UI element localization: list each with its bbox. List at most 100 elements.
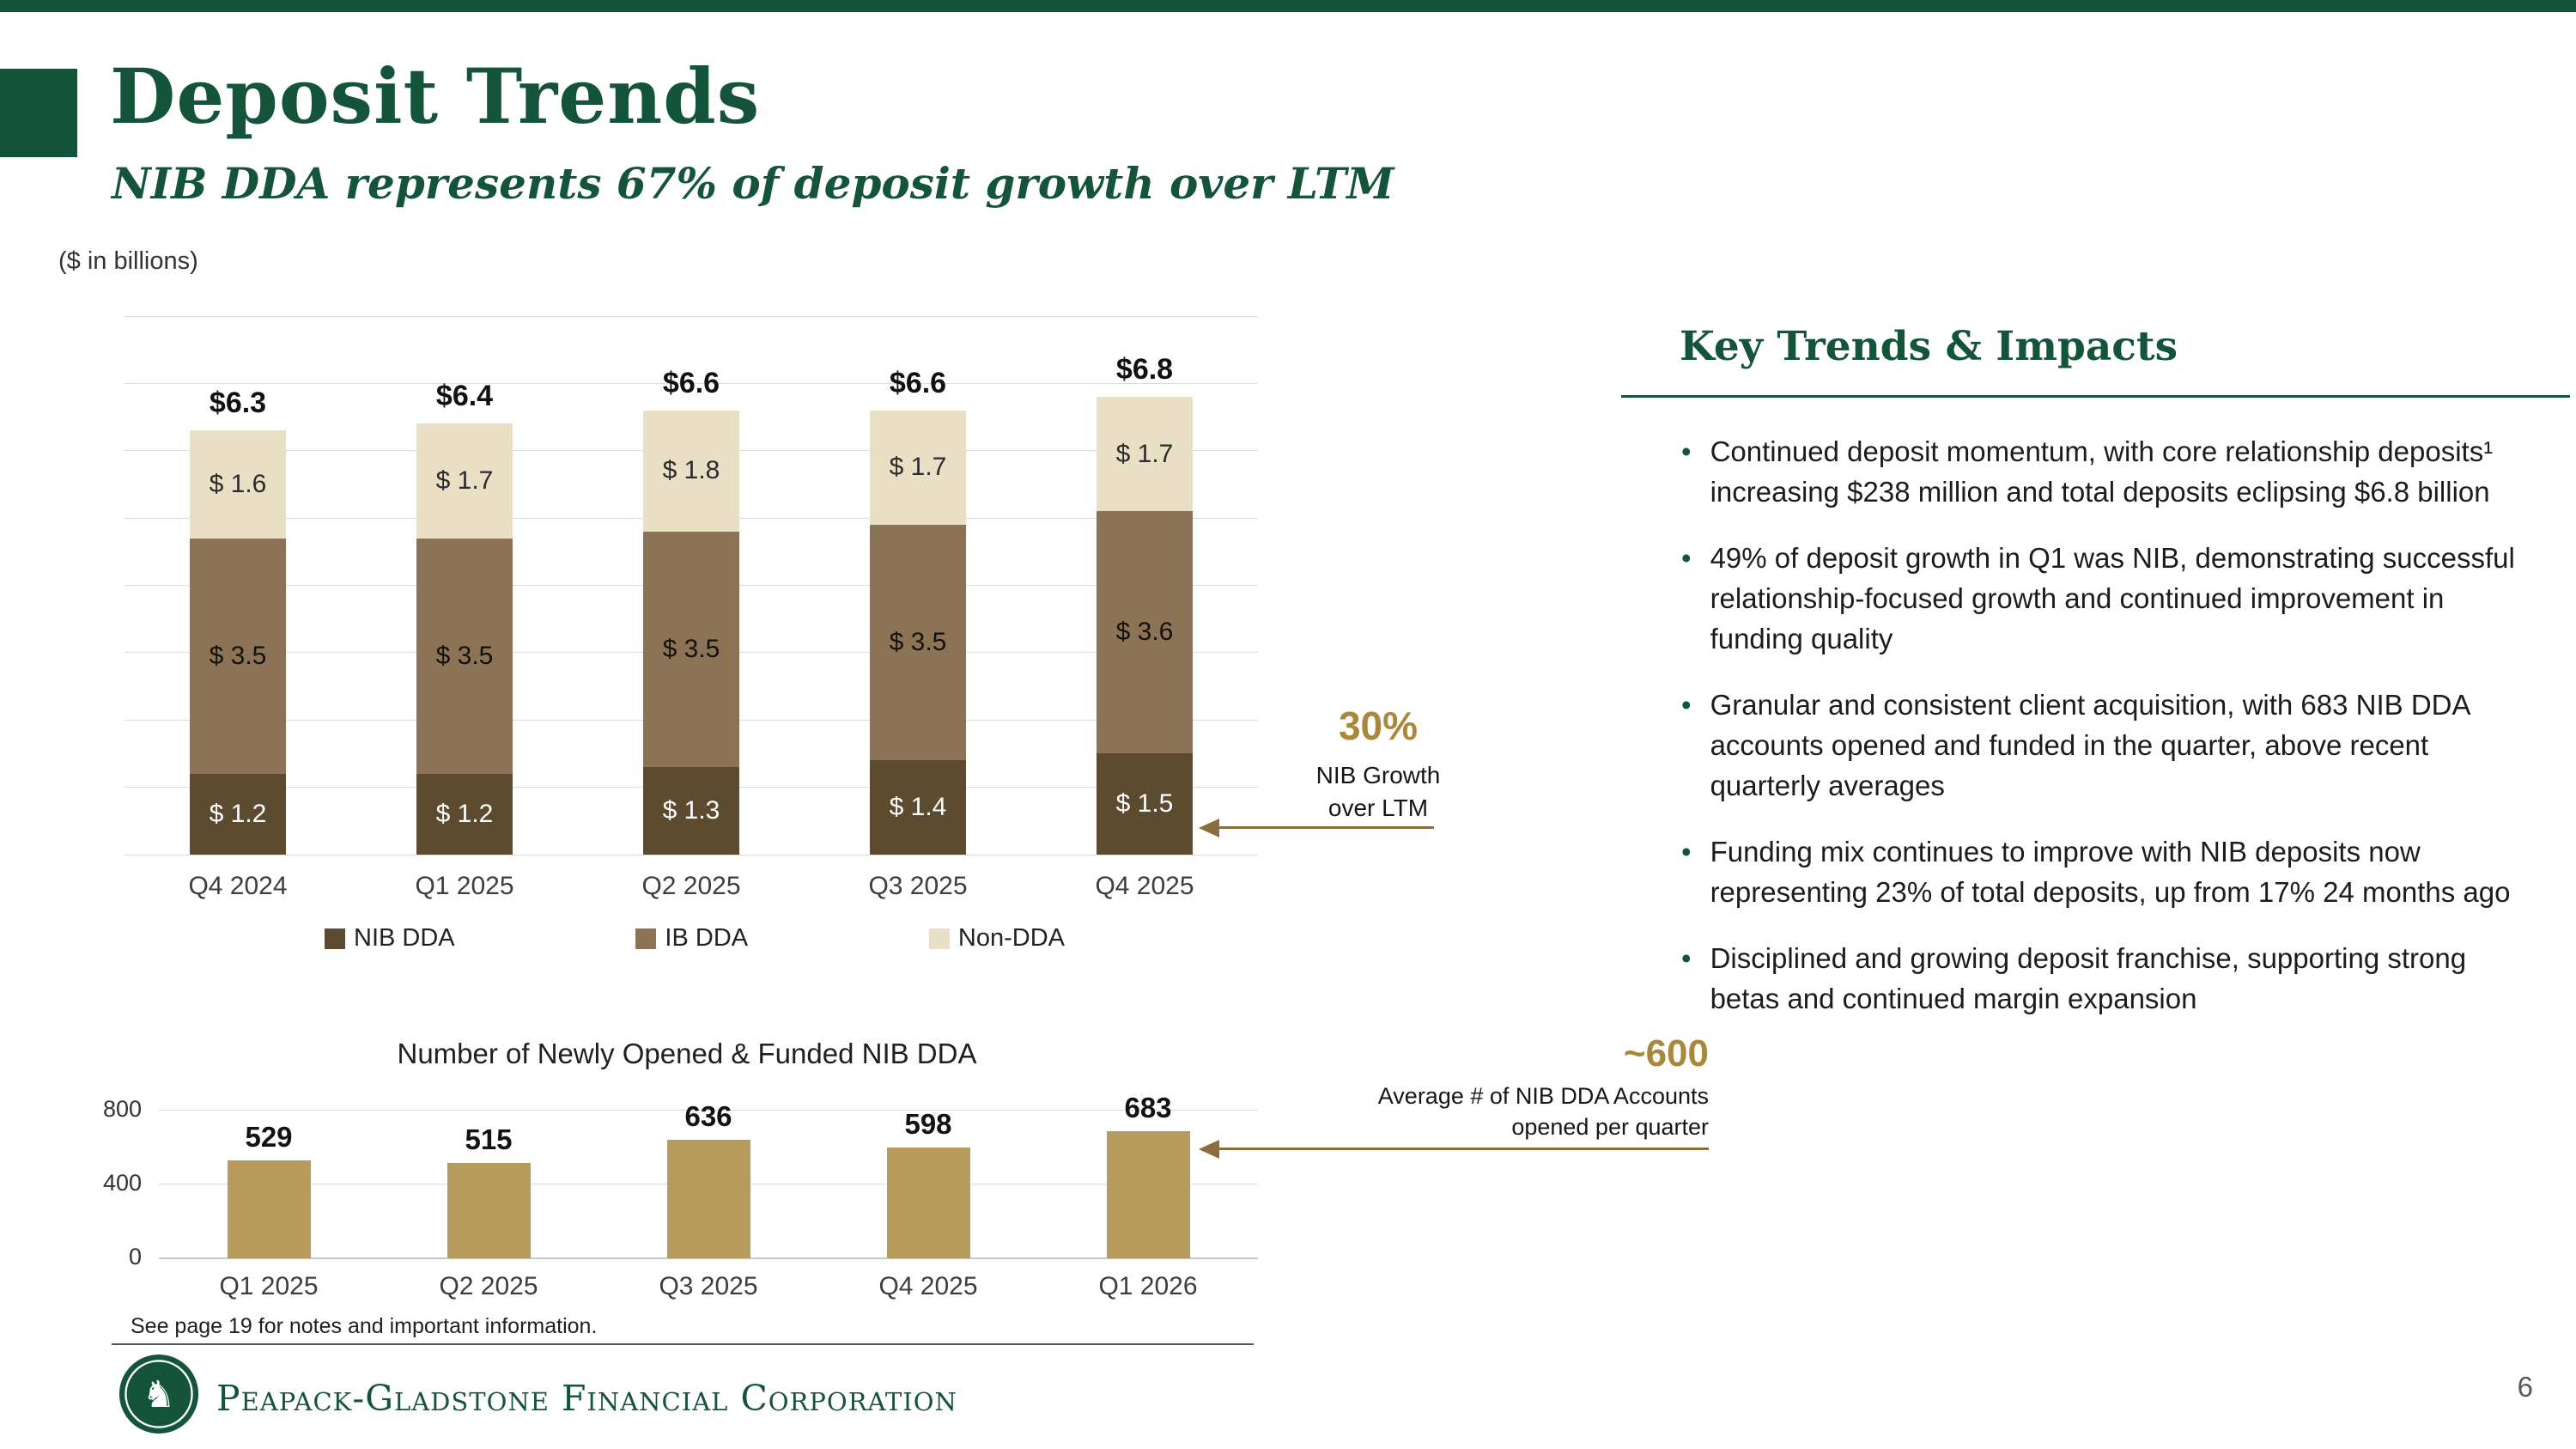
- bar-rect: [666, 1140, 750, 1258]
- avg-accounts-label: Average # of NIB DDA Accounts opened per…: [1288, 1081, 1709, 1142]
- x-axis-label: Q1 2026: [1098, 1272, 1198, 1300]
- bar-segment-ib-dda: $ 3.6: [1097, 511, 1193, 754]
- bar-rect: [886, 1147, 970, 1258]
- bar-total-label: $6.8: [1115, 353, 1174, 387]
- annotation-line-2: opened per quarter: [1511, 1114, 1709, 1140]
- stacked-bar-q3-2025: $ 1.4 $ 3.5 $ 1.7 $6.6 Q3 2025: [868, 367, 967, 900]
- bar-segment-nib-dda: $ 1.4: [870, 760, 966, 855]
- nib-growth-arrow-line: [1219, 826, 1434, 829]
- nib-dda-accounts-chart: 529 Q1 2025 515 Q2 2025 636 Q3 2025 598 Q4 2025…: [159, 1092, 1258, 1300]
- y-tick-0: 0: [128, 1244, 142, 1269]
- page-number: 6: [2517, 1371, 2533, 1403]
- bar-value-label: 529: [245, 1120, 293, 1153]
- nib-growth-value: 30%: [1338, 703, 1419, 748]
- avg-accounts-arrow-icon: [1199, 1140, 1219, 1159]
- x-axis-label: Q1 2025: [219, 1272, 319, 1300]
- footer-divider: [112, 1343, 1254, 1345]
- nib-growth-arrow-icon: [1199, 819, 1219, 837]
- bar-segment-ib-dda: $ 3.5: [643, 531, 739, 768]
- bar-total-label: $6.6: [889, 366, 947, 399]
- title-accent-square: [0, 69, 77, 157]
- segment-value-label: $ 3.5: [209, 641, 267, 670]
- bar-segment-nib-dda: $ 1.5: [1097, 753, 1193, 855]
- segment-value-label: $ 1.3: [662, 796, 720, 825]
- key-trend-bullet: • Disciplined and growing deposit franchi…: [1681, 938, 2527, 1019]
- key-trend-bullet: • 49% of deposit growth in Q1 was NIB, de…: [1681, 538, 2527, 659]
- segment-value-label: $ 3.5: [662, 634, 720, 663]
- bullet-icon: •: [1681, 435, 1692, 467]
- segment-value-label: $ 3.6: [1115, 618, 1174, 647]
- bar-value-label: 515: [465, 1123, 513, 1155]
- annotation-line-1: Average # of NIB DDA Accounts: [1377, 1083, 1709, 1109]
- avg-accounts-arrow-line: [1219, 1148, 1709, 1150]
- y-tick-800: 800: [102, 1096, 142, 1122]
- bar-segment-ib-dda: $ 3.5: [190, 538, 286, 774]
- x-axis-label: Q4 2024: [188, 872, 288, 900]
- bullet-text: Funding mix continues to improve with NI…: [1710, 836, 2511, 908]
- nib-growth-label: NIB Growth over LTM: [1262, 759, 1494, 825]
- bullet-text: Continued deposit momentum, with core re…: [1710, 435, 2494, 508]
- key-trend-bullet: • Funding mix continues to improve with N…: [1681, 831, 2527, 912]
- bar-segment-nib-dda: $ 1.3: [643, 767, 739, 855]
- legend-swatch-non-dda: [928, 928, 950, 949]
- legend-item-non-dda: Non-DDA: [928, 924, 1065, 953]
- bullet-text: Disciplined and growing deposit franchis…: [1710, 942, 2467, 1014]
- bar-segment-nib-dda: $ 1.2: [416, 773, 513, 855]
- segment-value-label: $ 1.7: [1115, 439, 1174, 468]
- legend-item-ib-dda: IB DDA: [635, 924, 748, 953]
- key-trend-bullet: • Continued deposit momentum, with core r…: [1681, 431, 2527, 512]
- top-accent-bar: [0, 0, 2576, 12]
- segment-value-label: $ 3.5: [889, 628, 947, 657]
- bar-segment-ib-dda: $ 3.5: [870, 524, 966, 761]
- legend-item-nib-dda: NIB DDA: [325, 924, 455, 953]
- bar-segment-non-dda: $ 1.7: [1097, 397, 1193, 512]
- x-axis-label: Q3 2025: [868, 872, 968, 900]
- segment-value-label: $ 1.7: [889, 453, 947, 482]
- bar-segment-ib-dda: $ 3.5: [416, 538, 513, 774]
- annotation-line-2: over LTM: [1327, 795, 1429, 821]
- stacked-bar-q4-2025: $ 1.5 $ 3.6 $ 1.7 $6.8 Q4 2025: [1095, 353, 1194, 900]
- bar-segment-non-dda: $ 1.8: [643, 410, 739, 532]
- stacked-bar-q4-2024: $ 1.2 $ 3.5 $ 1.6 $6.3 Q4 2024: [188, 387, 287, 900]
- bullet-icon: •: [1681, 836, 1692, 868]
- page-subtitle: NIB DDA represents 67% of deposit growth…: [112, 158, 1394, 209]
- bar-segment-non-dda: $ 1.7: [870, 410, 966, 525]
- legend-swatch-ib-dda: [635, 928, 657, 949]
- segment-value-label: $ 1.2: [209, 799, 267, 828]
- bar-rect: [227, 1160, 311, 1258]
- bar-value-label: 598: [904, 1107, 952, 1140]
- bar-segment-nib-dda: $ 1.2: [190, 773, 286, 855]
- bullet-icon: •: [1681, 689, 1692, 721]
- avg-accounts-value: ~600: [1623, 1032, 1709, 1075]
- gridline: [125, 382, 1258, 384]
- x-axis-label: Q2 2025: [641, 872, 741, 900]
- x-axis-label: Q2 2025: [439, 1272, 538, 1300]
- bar-rect: [447, 1162, 531, 1258]
- bullet-text: 49% of deposit growth in Q1 was NIB, dem…: [1710, 542, 2515, 654]
- page-title: Deposit Trends: [110, 52, 761, 141]
- legend-label-ib-dda: IB DDA: [665, 924, 749, 952]
- bullet-icon: •: [1681, 942, 1692, 974]
- bullet-icon: •: [1681, 542, 1692, 574]
- segment-value-label: $ 1.7: [435, 466, 494, 496]
- segment-value-label: $ 3.5: [435, 641, 494, 670]
- legend-label-nib-dda: NIB DDA: [354, 924, 455, 952]
- gridline: [125, 315, 1258, 317]
- key-trend-bullet: • Granular and consistent client acquisit…: [1681, 685, 2527, 806]
- bar-total-label: $6.4: [435, 380, 494, 413]
- x-axis-label: Q3 2025: [659, 1272, 758, 1300]
- bar-value-label: 683: [1124, 1092, 1172, 1124]
- x-axis-label: Q4 2025: [878, 1272, 978, 1300]
- gridline: [159, 1109, 1258, 1111]
- key-trends-list: • Continued deposit momentum, with core r…: [1681, 431, 2527, 1044]
- chart-legend: NIB DDA IB DDA Non-DDA: [325, 924, 1065, 953]
- bar-total-label: $6.6: [662, 366, 720, 399]
- x-axis-label: Q1 2025: [415, 872, 514, 900]
- footnote: See page 19 for notes and important info…: [131, 1314, 598, 1338]
- y-tick-400: 400: [102, 1170, 142, 1196]
- svg-text:♞: ♞: [143, 1373, 176, 1416]
- segment-value-label: $ 1.5: [1115, 789, 1174, 819]
- segment-value-label: $ 1.6: [209, 469, 267, 498]
- legend-swatch-nib-dda: [325, 928, 345, 949]
- bar-rect: [1106, 1131, 1190, 1258]
